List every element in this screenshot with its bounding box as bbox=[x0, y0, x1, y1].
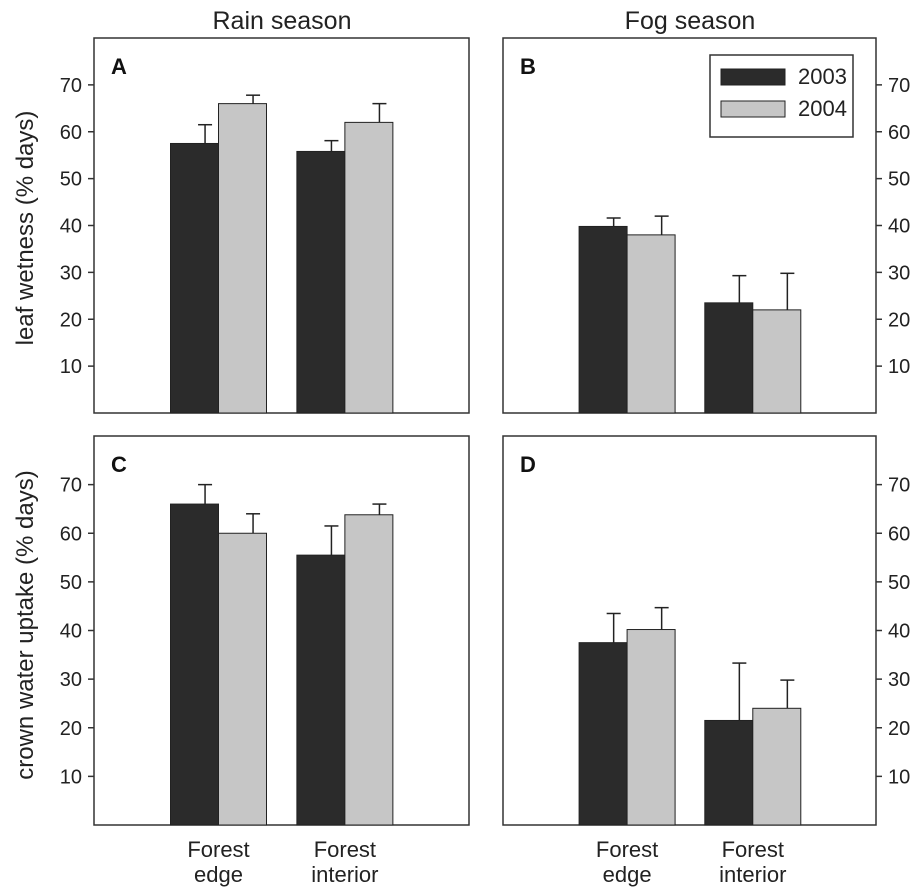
y-tick-label: 20 bbox=[60, 718, 82, 740]
y-tick-label: 30 bbox=[888, 669, 910, 691]
y-tick-label: 40 bbox=[60, 216, 82, 238]
y-tick-label: 70 bbox=[60, 475, 82, 497]
y-tick-label: 10 bbox=[60, 356, 82, 378]
y-tick-label: 10 bbox=[60, 766, 82, 788]
y-tick-label: 40 bbox=[60, 621, 82, 643]
category-label: interior bbox=[311, 862, 378, 887]
category-labels: ForestedgeForestinteriorForestedgeForest… bbox=[187, 837, 786, 887]
y-tick-label: 50 bbox=[60, 169, 82, 191]
bar-2003 bbox=[296, 150, 346, 414]
y-tick-label: 70 bbox=[888, 75, 910, 97]
bar-2003 bbox=[170, 142, 219, 414]
legend-label-2003: 2003 bbox=[798, 64, 847, 89]
y-tick-label: 30 bbox=[60, 669, 82, 691]
y-tick-label: 20 bbox=[888, 718, 910, 740]
column-title-fog: Fog season bbox=[625, 7, 756, 35]
y-tick-label: 10 bbox=[888, 356, 910, 378]
bar-2003 bbox=[170, 503, 219, 826]
y-tick-label: 10 bbox=[888, 766, 910, 788]
y-tick-label: 50 bbox=[888, 572, 910, 594]
category-label: edge bbox=[603, 862, 652, 887]
panel-c: 10 20 30 40 50 60 70 C bbox=[60, 435, 470, 826]
bar-2004 bbox=[626, 234, 676, 414]
y-tick-label: 40 bbox=[888, 621, 910, 643]
y-tick-label: 30 bbox=[888, 262, 910, 284]
category-label: edge bbox=[194, 862, 243, 887]
bar-2004 bbox=[218, 532, 267, 826]
bar-2004 bbox=[344, 121, 394, 414]
panel-label: B bbox=[520, 54, 536, 79]
bar-2004 bbox=[344, 514, 394, 826]
bar-2003 bbox=[578, 642, 628, 826]
bar-2004 bbox=[626, 629, 676, 826]
bar-2004 bbox=[218, 103, 267, 414]
y-tick-label: 20 bbox=[60, 309, 82, 331]
bar-2003 bbox=[704, 302, 754, 414]
bar-2004 bbox=[752, 309, 802, 414]
y-tick-label: 70 bbox=[888, 475, 910, 497]
category-label: Forest bbox=[187, 837, 249, 862]
panel-frame bbox=[93, 435, 470, 826]
legend-swatch-2003 bbox=[720, 68, 786, 86]
y-tick-label: 30 bbox=[60, 262, 82, 284]
panel-a: 10 20 30 40 50 60 70 A bbox=[60, 37, 470, 414]
panel-frame bbox=[93, 37, 470, 414]
category-label: Forest bbox=[722, 837, 784, 862]
panels: 10 20 30 40 50 60 70 A 10 20 30 40 50 60 70 B 10 20 30 40 50… bbox=[60, 37, 910, 826]
panel-d: 10 20 30 40 50 60 70 D bbox=[502, 435, 910, 826]
y-tick-label: 40 bbox=[888, 216, 910, 238]
category-label: Forest bbox=[314, 837, 376, 862]
legend-label-2004: 2004 bbox=[798, 96, 847, 121]
y-tick-label: 60 bbox=[888, 523, 910, 545]
y-axis-label-leaf-wetness: leaf wetness (% days) bbox=[12, 111, 39, 346]
y-tick-label: 20 bbox=[888, 309, 910, 331]
panel-label: A bbox=[111, 54, 127, 79]
category-label: Forest bbox=[596, 837, 658, 862]
panel-label: C bbox=[111, 452, 127, 477]
y-tick-label: 60 bbox=[888, 122, 910, 144]
panel-frame bbox=[502, 435, 877, 826]
bar-2004 bbox=[752, 707, 802, 826]
y-tick-label: 50 bbox=[888, 169, 910, 191]
y-tick-label: 60 bbox=[60, 122, 82, 144]
bar-2003 bbox=[704, 719, 754, 826]
panel-b: 10 20 30 40 50 60 70 B bbox=[502, 37, 910, 414]
category-label: interior bbox=[719, 862, 786, 887]
y-axis-label-crown-water-uptake: crown water uptake (% days) bbox=[12, 470, 39, 779]
y-tick-label: 60 bbox=[60, 523, 82, 545]
bar-2003 bbox=[296, 554, 346, 826]
bar-2003 bbox=[578, 225, 628, 414]
legend-swatch-2004 bbox=[720, 100, 786, 118]
legend: 2003 2004 bbox=[709, 54, 854, 138]
y-tick-label: 70 bbox=[60, 75, 82, 97]
y-tick-label: 50 bbox=[60, 572, 82, 594]
panel-label: D bbox=[520, 452, 536, 477]
column-title-rain: Rain season bbox=[213, 7, 352, 35]
